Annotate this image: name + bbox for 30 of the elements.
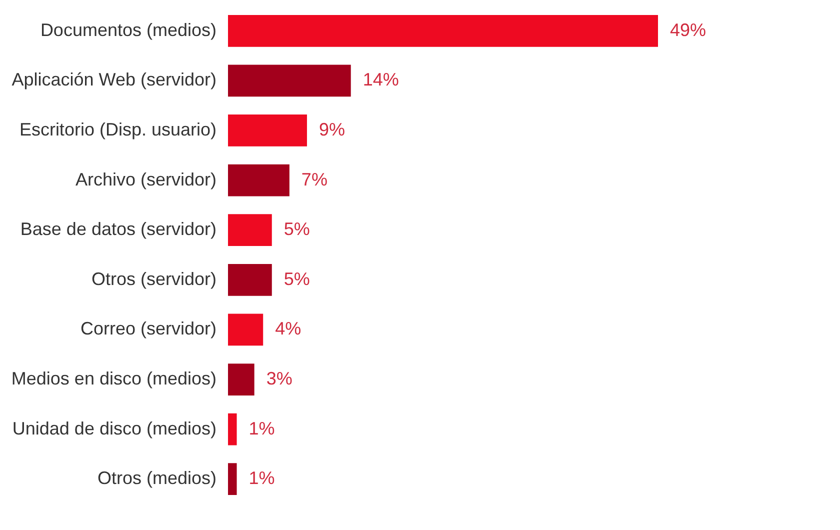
y-tick-label: Archivo (servidor)	[75, 169, 216, 190]
y-tick-label: Otros (medios)	[97, 468, 216, 488]
y-tick-label: Unidad de disco (medios)	[12, 418, 216, 438]
data-label: 9%	[318, 120, 345, 140]
data-label: 5%	[284, 219, 310, 240]
y-tick-label: Correo (servidor)	[80, 318, 216, 339]
data-label: 14%	[362, 70, 399, 90]
y-tick-label: Base de datos (servidor)	[20, 219, 216, 240]
bar	[228, 264, 272, 296]
y-tick-label: Medios en disco (medios)	[11, 368, 216, 388]
y-tick-label: Aplicación Web (servidor)	[12, 70, 216, 90]
data-label: 1%	[248, 418, 275, 438]
y-tick-label: Otros (servidor)	[91, 268, 216, 289]
data-label: 4%	[275, 318, 302, 339]
bar	[228, 64, 351, 97]
data-label: 3%	[266, 368, 292, 388]
bar	[228, 214, 272, 246]
data-label: 7%	[301, 169, 328, 190]
bar	[228, 413, 237, 446]
y-tick-label: Escritorio (Disp. usuario)	[19, 120, 216, 140]
bar	[228, 314, 264, 346]
data-label: 49%	[670, 20, 706, 40]
y-tick-label: Documentos (medios)	[40, 20, 216, 40]
data-label: 5%	[284, 268, 310, 289]
bar	[228, 14, 658, 47]
bar	[228, 164, 290, 196]
data-label: 1%	[248, 468, 275, 488]
bar	[228, 463, 237, 496]
bar	[228, 114, 307, 146]
bar	[228, 364, 254, 396]
